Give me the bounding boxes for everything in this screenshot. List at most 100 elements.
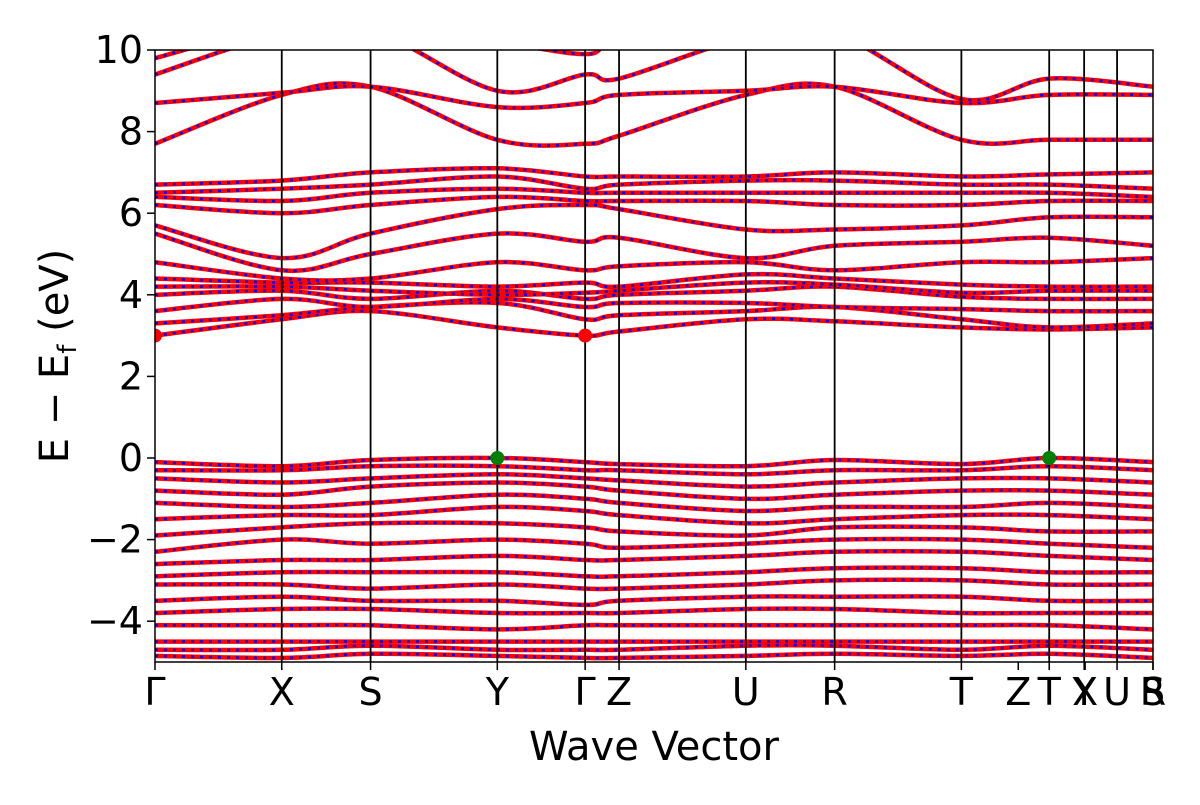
x-tick-label-4: Γ — [575, 670, 596, 714]
band-c16 — [155, 50, 1153, 103]
band-c10 — [155, 194, 1153, 216]
band-dash-v12 — [155, 595, 1153, 607]
band-dash-c13 — [155, 166, 1153, 186]
band-dash-v6 — [155, 505, 1153, 525]
band-dash-c15 — [155, 84, 1153, 110]
band-dash-c3 — [155, 297, 1153, 313]
x-tick-label-1: X — [269, 670, 295, 714]
extrema-markers — [155, 328, 1057, 465]
x-tick-label-14: S — [1141, 670, 1165, 714]
marker-cbm-0 — [155, 328, 162, 343]
band-dash-c17 — [155, 50, 602, 60]
band-dash-v14 — [155, 623, 1153, 631]
band-c5 — [155, 279, 1153, 298]
bands-layer — [155, 50, 1153, 661]
y-axis-title-unit: (eV) — [32, 249, 78, 345]
band-v8 — [155, 536, 1153, 555]
x-tick-label-3: Y — [485, 670, 510, 714]
band-v5 — [155, 492, 1153, 514]
band-line-v4 — [155, 480, 1153, 502]
band-v9 — [155, 549, 1153, 567]
band-dash-v3 — [155, 472, 1153, 488]
band-line-v8 — [155, 536, 1153, 555]
band-line-v7 — [155, 520, 1153, 538]
band-line-c15 — [155, 83, 1153, 111]
marker-cbm-1 — [578, 328, 593, 343]
y-tick-label-7: −4 — [87, 599, 143, 643]
x-tick-label-9: Z — [1005, 670, 1031, 714]
band-c17 — [155, 50, 603, 61]
band-v17 — [155, 651, 1153, 661]
x-tick-label-11: Y — [1072, 670, 1097, 714]
band-v12 — [155, 594, 1153, 608]
band-v13 — [155, 606, 1153, 616]
band-dash-c14 — [155, 82, 1153, 147]
band-dash-v5 — [155, 493, 1153, 513]
band-c4 — [155, 284, 1153, 302]
x-tick-label-13: U — [1103, 670, 1131, 714]
band-c3 — [155, 296, 1153, 314]
band-c7 — [155, 255, 1153, 283]
band-dash-v11 — [155, 578, 1153, 591]
y-tick-label-2: 6 — [119, 191, 143, 235]
band-v1 — [155, 455, 1153, 469]
x-tick-label-0: Γ — [144, 670, 165, 714]
band-c13 — [155, 165, 1153, 187]
x-axis-ticks: Γ X S Y Γ Z U R T Z T YX U SR — [144, 662, 1166, 714]
marker-vbm-2 — [490, 451, 505, 465]
band-c11 — [155, 186, 1153, 204]
y-tick-label-6: −2 — [87, 518, 143, 562]
band-dash-v17 — [155, 652, 1153, 660]
x-tick-label-8: T — [949, 670, 974, 714]
band-v4 — [155, 480, 1153, 502]
band-line-c2 — [155, 300, 1153, 330]
band-line-c17 — [155, 50, 603, 61]
band-dash-c7 — [155, 256, 1153, 282]
y-tick-label-0: 10 — [95, 28, 143, 72]
band-c2 — [155, 300, 1153, 330]
x-tick-label-2: S — [359, 670, 383, 714]
band-dash-v8 — [155, 537, 1153, 554]
band-c15 — [155, 83, 1153, 111]
x-tick-label-12: X — [1072, 670, 1098, 714]
band-c14 — [155, 81, 1153, 148]
y-tick-label-3: 4 — [119, 273, 143, 317]
band-dash-c5 — [155, 280, 1153, 297]
x-tick-label-6: U — [732, 670, 760, 714]
kpoint-lines — [280, 50, 1118, 662]
band-dash-c9 — [155, 203, 1153, 260]
band-dash-v2 — [155, 464, 1153, 476]
band-line-v5 — [155, 492, 1153, 514]
x-tick-label-15: R — [1140, 670, 1166, 714]
band-c12 — [155, 174, 1153, 196]
band-c9 — [155, 202, 1153, 261]
band-dash-c4 — [155, 285, 1153, 301]
y-axis-title-subscript: f — [53, 344, 83, 354]
band-line-c3 — [155, 296, 1153, 314]
band-v11 — [155, 577, 1153, 592]
plot-frame — [154, 49, 1154, 663]
band-dash-c10 — [155, 195, 1153, 215]
band-dash-v16 — [155, 643, 1153, 652]
band-line-v1 — [155, 455, 1153, 469]
y-tick-label-4: 2 — [119, 354, 143, 398]
band-c8 — [155, 231, 1153, 274]
band-dash-v4 — [155, 481, 1153, 501]
y-axis-ticks: 10 8 6 4 2 0 −2 −4 — [87, 28, 155, 643]
marker-vbm-3 — [1042, 451, 1057, 465]
band-dash-v1 — [155, 456, 1153, 468]
band-dash-v9 — [155, 550, 1153, 566]
band-line-v6 — [155, 504, 1153, 526]
band-line-v3 — [155, 472, 1153, 489]
band-v14 — [155, 622, 1153, 632]
band-dash-c2 — [155, 301, 1153, 329]
band-v7 — [155, 520, 1153, 538]
band-v2 — [155, 463, 1153, 477]
x-axis-title: Wave Vector — [529, 724, 780, 770]
y-tick-label-5: 0 — [119, 436, 143, 480]
band-v10 — [155, 565, 1153, 580]
y-axis-title: E − Ef (eV) — [32, 249, 83, 464]
band-dash-v7 — [155, 521, 1153, 537]
